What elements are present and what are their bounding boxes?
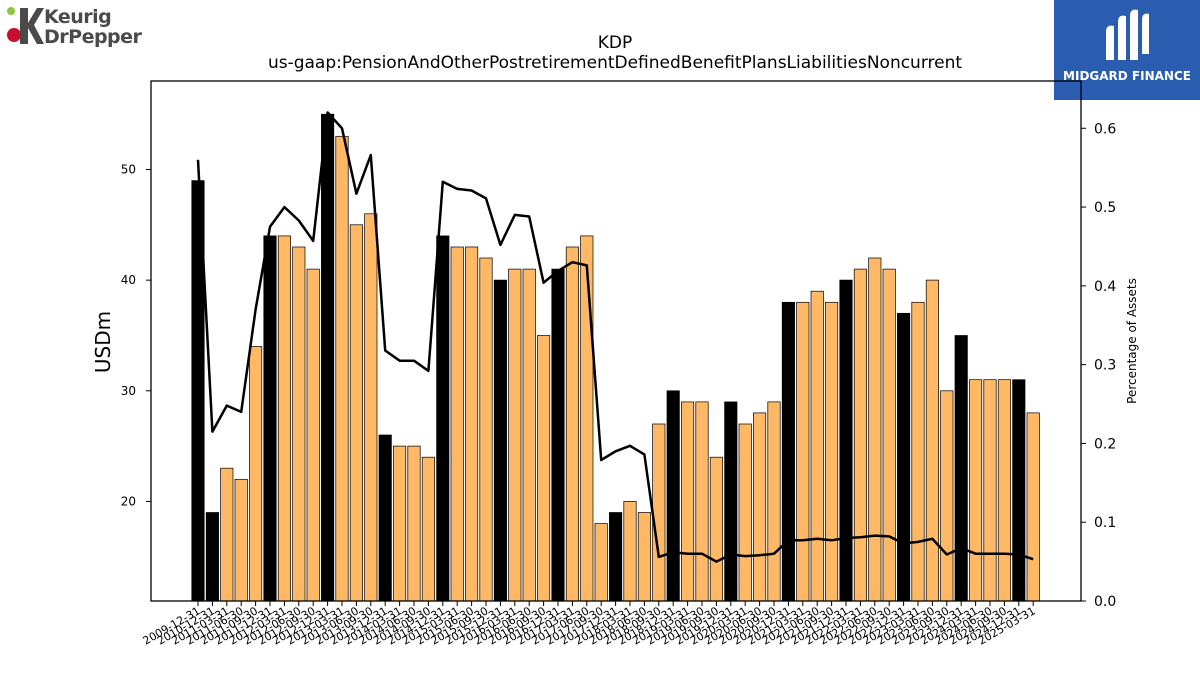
bar-2013-09-30 <box>364 213 378 602</box>
bar-2020-03-31 <box>738 423 752 602</box>
bar-2011-03-31 <box>220 467 234 602</box>
bar-2016-03-31 <box>508 268 522 602</box>
bar-2012-09-30 <box>306 268 320 602</box>
y-axis-label: USDm <box>91 311 115 373</box>
bar-2015-12-31 <box>493 279 507 602</box>
bar-2019-03-31 <box>681 401 695 602</box>
bar-2011-09-30 <box>249 346 263 602</box>
bar-2019-06-30 <box>695 401 709 602</box>
y-tick-label: 30 <box>121 384 136 398</box>
keurig-dr-pepper-logo: Keurig DrPepper <box>4 4 154 48</box>
y-tick-label: 50 <box>121 163 136 177</box>
bar-2023-12-31 <box>954 335 968 602</box>
y2-tick-label: 0.1 <box>1094 515 1116 531</box>
bar-2017-12-31 <box>609 512 623 602</box>
bar-2014-06-30 <box>407 445 421 602</box>
y2-tick-label: 0.0 <box>1094 594 1116 610</box>
midgard-logo-text: MIDGARD FINANCE <box>1063 69 1191 83</box>
bar-series <box>191 113 1040 602</box>
bar-2023-06-30 <box>925 279 939 602</box>
bar-2013-06-30 <box>349 224 363 602</box>
bar-2016-09-30 <box>537 335 551 602</box>
bar-2014-12-31 <box>436 235 450 602</box>
logo-word-drpepper: DrPepper <box>44 26 142 48</box>
midgard-finance-logo: MIDGARD FINANCE <box>1054 0 1200 100</box>
bar-2011-06-30 <box>234 478 248 602</box>
bar-2012-06-30 <box>292 246 306 602</box>
bar-2022-09-30 <box>882 268 896 602</box>
bar-2020-09-30 <box>767 401 781 602</box>
bar-2016-06-30 <box>522 268 536 602</box>
y2-tick-label: 0.2 <box>1094 436 1116 452</box>
y2-tick-label: 0.5 <box>1094 200 1116 216</box>
bar-2018-12-31 <box>666 390 680 602</box>
bar-2017-06-30 <box>580 235 594 602</box>
bar-2024-12-31 <box>1012 379 1026 602</box>
bar-2019-09-30 <box>709 456 723 602</box>
y-tick-label: 40 <box>121 273 136 287</box>
bar-2012-12-31 <box>321 113 335 602</box>
bar-2024-06-30 <box>983 379 997 602</box>
y2-tick-label: 0.6 <box>1094 121 1116 137</box>
bar-2014-03-31 <box>393 445 407 602</box>
axes: 203040500.00.10.20.30.40.50.62009-12-312… <box>121 80 1116 648</box>
bar-2022-03-31 <box>853 268 867 602</box>
bar-2014-09-30 <box>421 456 435 602</box>
bar-2012-03-31 <box>277 235 291 602</box>
bar-2021-06-30 <box>810 290 824 602</box>
line-series <box>196 111 1034 563</box>
bar-2022-12-31 <box>897 312 911 602</box>
y2-tick-label: 0.4 <box>1094 279 1116 295</box>
chart-title: KDP <box>598 33 633 53</box>
bar-2018-06-30 <box>637 512 651 602</box>
percentage-of-assets-line <box>196 111 1034 563</box>
logo-word-keurig: Keurig <box>44 6 112 28</box>
y2-tick-label: 0.3 <box>1094 358 1116 374</box>
bar-2020-06-30 <box>753 412 767 602</box>
bar-2013-12-31 <box>378 434 392 602</box>
bar-2024-03-31 <box>969 379 983 602</box>
bar-2010-12-31 <box>205 512 219 602</box>
bar-2025-03-31 <box>1026 412 1040 602</box>
bar-2023-03-31 <box>911 301 925 602</box>
bar-2022-06-30 <box>868 257 882 602</box>
chart-subtitle: us-gaap:PensionAndOtherPostretirementDef… <box>268 53 962 73</box>
bar-2011-12-31 <box>263 235 277 602</box>
bar-2013-03-31 <box>335 135 349 602</box>
bar-2018-09-30 <box>652 423 666 602</box>
bar-2024-09-30 <box>997 379 1011 602</box>
bar-2019-12-31 <box>724 401 738 602</box>
bar-2018-03-31 <box>623 501 637 602</box>
bar-2015-03-31 <box>450 246 464 602</box>
bar-2017-09-30 <box>594 523 608 602</box>
bar-2021-12-31 <box>839 279 853 602</box>
bar-2017-03-31 <box>565 246 579 602</box>
bar-2015-09-30 <box>479 257 493 602</box>
bar-2023-09-30 <box>940 390 954 602</box>
y-tick-label: 20 <box>121 494 136 508</box>
bar-2016-12-31 <box>551 268 565 602</box>
bar-2015-06-30 <box>465 246 479 602</box>
bar-2021-03-31 <box>796 301 810 602</box>
bar-2021-09-30 <box>825 301 839 602</box>
bar-2020-12-31 <box>781 301 795 602</box>
y2-axis-label: Percentage of Assets <box>1125 278 1139 404</box>
midgard-logo-mark-icon <box>1106 9 1149 61</box>
kdp-logo-mark-icon <box>7 7 44 44</box>
